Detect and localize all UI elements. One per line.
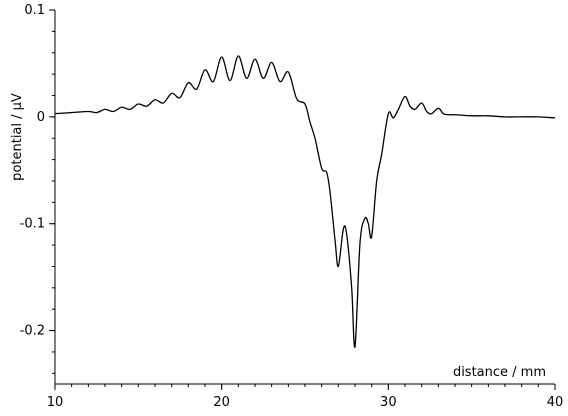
y-ticks: 0.1 0 -0.1 -0.2	[20, 3, 55, 374]
x-axis-label: distance / mm	[453, 365, 546, 380]
y-tick-label: -0.1	[20, 217, 45, 232]
x-tick-label: 10	[47, 395, 64, 410]
x-tick-label: 40	[547, 395, 564, 410]
y-axis-label: potential / µV	[10, 93, 25, 181]
x-tick-label: 30	[380, 395, 397, 410]
axes: 10 20 30 40 0.1 0 -0.1 -0.2	[20, 3, 564, 410]
plot-area	[54, 55, 556, 348]
y-tick-label: -0.2	[20, 324, 45, 339]
potential-series-line	[54, 55, 556, 348]
y-tick-label: 0.1	[24, 3, 45, 18]
x-tick-label: 20	[213, 395, 230, 410]
x-ticks: 10 20 30 40	[47, 384, 564, 410]
y-tick-label: 0	[37, 110, 45, 125]
